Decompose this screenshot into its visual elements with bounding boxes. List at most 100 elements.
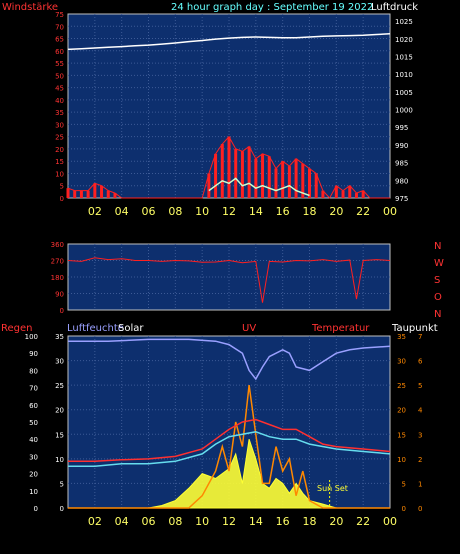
chart-title: 24 hour graph day : September 19 2022 [171,2,373,13]
humidity-line [68,338,391,381]
wind-line [67,135,390,199]
p1-xtick-label: 08 [168,205,182,218]
p1-xtick-label: 22 [356,205,370,218]
p1-yright-tick-label: 1020 [395,36,413,44]
p1-yleft-tick-label: 65 [55,36,64,44]
p1-yleft-tick-label: 45 [55,85,64,93]
p2-ytick-label: 270 [51,258,64,266]
p3-left2-tick-label: 10 [55,456,64,464]
p1-yleft-tick-label: 55 [55,60,64,68]
dir-letter-n-top: N [434,241,441,252]
p1-xtick-label: 20 [329,205,343,218]
p1-yleft-tick-label: 40 [55,97,64,105]
p1-yright-tick-label: 980 [395,177,408,185]
p1-yleft-tick-label: 0 [60,195,64,203]
p1-xtick-label: 18 [303,205,317,218]
p2-ytick-label: 0 [60,307,64,315]
p3-uv-tick-label: 1 [418,480,422,488]
p1-yright-tick-label: 1015 [395,53,413,61]
p3-humidity-tick-label: 90 [29,350,38,358]
p1-yleft-tick-label: 20 [55,146,64,154]
p3-humidity-tick-label: 50 [29,419,38,427]
p1-yleft-tick-label: 10 [55,170,64,178]
p3-left2-tick-label: 20 [55,407,64,415]
p3-humidity-tick-label: 30 [29,453,38,461]
p3-right-tick-label: 35 [397,333,406,341]
temperatur-label: Temperatur [311,323,370,334]
p3-humidity-tick-label: 0 [34,505,38,513]
p3-right-tick-label: 20 [397,407,406,415]
p3-humidity-tick-label: 10 [29,488,38,496]
p1-yright-tick-label: 1005 [395,89,413,97]
windstaerke-label: Windstärke [2,2,58,13]
p3-xtick-label: 04 [115,515,129,528]
p1-yright-tick-label: 990 [395,142,408,150]
solar-label: Solar [118,323,144,334]
p3-xtick-label: 10 [195,515,209,528]
p3-right-tick-label: 10 [397,456,406,464]
p3-left2-tick-label: 35 [55,333,64,341]
p3-uv-tick-label: 7 [418,333,422,341]
p1-yright-tick-label: 975 [395,195,408,203]
p3-xtick-label: 12 [222,515,236,528]
taupunkt-label: Taupunkt [391,323,438,334]
dir-letter-w: W [434,258,444,269]
p1-yleft-tick-label: 70 [55,23,64,31]
p3-left2-tick-label: 0 [60,505,64,513]
p3-left2-tick-label: 30 [55,358,64,366]
p1-yright-tick-label: 1000 [395,107,413,115]
p3-uv-tick-label: 2 [418,456,422,464]
temperature-line [68,418,391,463]
p1-xtick-label: 14 [249,205,263,218]
climate-panel: 0102030405060708090100051015202530350510… [25,333,423,528]
p3-xtick-label: 14 [249,515,263,528]
p3-uv-tick-label: 0 [418,505,422,513]
p3-humidity-tick-label: 40 [29,436,38,444]
sunset-label: Sun Set [317,484,348,493]
p3-xtick-label: 06 [142,515,156,528]
p3-xtick-label: 00 [383,515,397,528]
p3-xtick-label: 16 [276,515,290,528]
dir-letter-o: O [434,292,442,303]
luftdruck-label: Luftdruck [371,2,418,13]
uv-line [68,384,390,509]
p3-xtick-label: 08 [168,515,182,528]
pressure-line [67,33,391,51]
p1-yleft-tick-label: 30 [55,121,64,129]
wind-direction-panel: 0 90 180 270 360 [51,241,391,315]
p1-xtick-label: 00 [383,205,397,218]
dewpoint-line [68,431,391,467]
p1-yright-tick-label: 985 [395,160,408,168]
p3-uv-tick-label: 6 [418,358,423,366]
p1-xtick-label: 06 [142,205,156,218]
p1-yleft-tick-label: 25 [55,134,64,142]
p3-right-tick-label: 25 [397,382,406,390]
p3-humidity-tick-label: 80 [29,367,38,375]
p3-right-tick-label: 15 [397,431,406,439]
p1-xtick-label: 16 [276,205,290,218]
p2-ytick-label: 90 [55,291,64,299]
p3-right-tick-label: 5 [402,480,406,488]
p1-yright-tick-label: 1010 [395,71,413,79]
p3-humidity-tick-label: 70 [29,385,38,393]
dir-letter-n-bottom: N [434,309,441,320]
p1-xtick-label: 10 [195,205,209,218]
p3-right-tick-label: 30 [397,358,406,366]
direction-line [67,257,391,303]
p1-xtick-label: 02 [88,205,102,218]
p1-yleft-tick-label: 15 [55,158,64,166]
regen-label: Regen [1,323,33,334]
p3-uv-tick-label: 3 [418,431,422,439]
p3-humidity-tick-label: 60 [29,402,38,410]
p1-yleft-tick-label: 75 [55,11,64,19]
p1-yleft-tick-label: 35 [55,109,64,117]
p3-uv-tick-label: 5 [418,382,422,390]
p1-yleft-tick-label: 5 [60,183,64,191]
p3-left2-tick-label: 25 [55,382,64,390]
p1-yleft-tick-label: 60 [55,48,64,56]
luftfeuchte-label: Luftfeuchte [67,323,124,334]
p3-xtick-label: 18 [303,515,317,528]
p3-xtick-label: 20 [329,515,343,528]
p3-right-tick-label: 0 [402,505,406,513]
